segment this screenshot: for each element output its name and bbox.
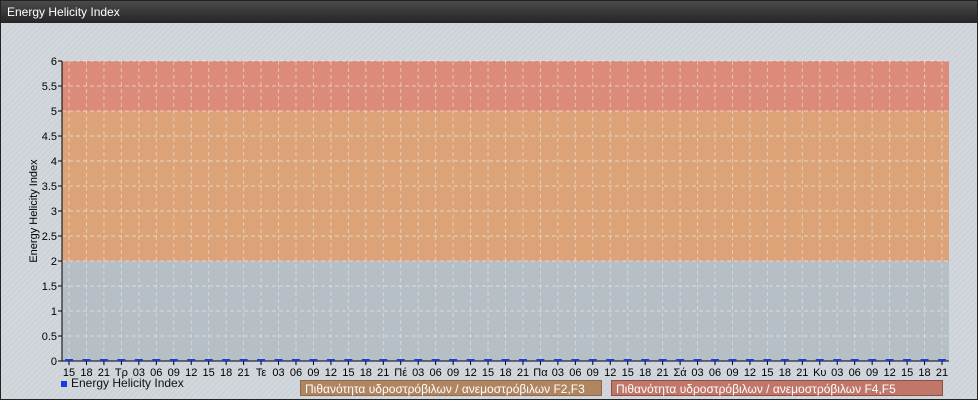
series-color-swatch [61,380,67,387]
chart: 0 0.5 1 1.5 2 2.5 3 3.5 4 4.5 5 5.5 6 15 18 21 Τρ 03 06 09 1… [28,56,949,379]
x-tick-label: Πα [533,367,548,379]
x-tick-label: 21 [657,367,669,379]
x-tick-label: 09 [307,367,319,379]
y-tick-label: 2.5 [42,231,57,243]
x-tick-label: 21 [936,367,948,379]
x-tick-label: 06 [709,367,721,379]
x-tick-label: 03 [831,367,843,379]
x-tick-label: 03 [412,367,424,379]
y-tick-label: 3.5 [42,181,57,193]
x-tick-label: 12 [883,367,895,379]
y-tick-label: 5 [51,106,57,118]
x-tick-label: 21 [796,367,808,379]
x-tick-label: 12 [464,367,476,379]
x-tick-label: 18 [918,367,930,379]
x-tick-label: Τε [256,367,267,379]
y-tick-label: 5.5 [42,81,57,93]
x-tick-label: 21 [377,367,389,379]
y-tick-label: 0 [51,356,57,368]
y-tick-label: 1.5 [42,281,57,293]
x-tick-label: 18 [360,367,372,379]
series-legend[interactable]: Energy Helicity Index [61,376,184,390]
x-tick-label: 15 [901,367,913,379]
x-tick-label: Κυ [813,367,826,379]
x-tick-label: 15 [761,367,773,379]
x-tick-label: 03 [552,367,564,379]
y-tick-label: 6 [51,56,57,68]
x-tick-label: 06 [849,367,861,379]
window-title: Energy Helicity Index [1,1,977,23]
x-tick-label: 09 [587,367,599,379]
x-tick-label: 12 [604,367,616,379]
x-tick-label: 15 [622,367,634,379]
x-tick-label: 15 [63,367,75,379]
x-tick-label: 18 [80,367,92,379]
x-tick-label: 12 [744,367,756,379]
x-tick-label: 03 [133,367,145,379]
y-tick-label: 2 [51,256,57,268]
x-tick-label: 18 [639,367,651,379]
x-tick-label: 06 [569,367,581,379]
y-tick-label: 1 [51,306,57,318]
y-axis-label: Energy Helicity Index [28,159,40,263]
x-tick-label: 18 [220,367,232,379]
x-tick-label: 09 [447,367,459,379]
x-tick-label: 18 [499,367,511,379]
x-tick-label: 15 [342,367,354,379]
x-tick-label: 06 [150,367,162,379]
y-tick-label: 4 [51,156,57,168]
x-tick-label: 12 [325,367,337,379]
y-tick-label: 4.5 [42,131,57,143]
y-tick-label: 0.5 [42,331,57,343]
x-tick-label: 09 [866,367,878,379]
x-tick-label: 06 [290,367,302,379]
x-tick-label: 03 [691,367,703,379]
series-legend-label: Energy Helicity Index [71,376,184,390]
x-tick-label: Σά [674,367,688,379]
x-tick-label: 21 [517,367,529,379]
x-tick-label: 21 [98,367,110,379]
x-tick-label: Τρ [115,367,128,379]
x-tick-label: 09 [726,367,738,379]
x-tick-label: 15 [203,367,215,379]
x-tick-label: 12 [185,367,197,379]
band-legend-f2f3: Πιθανότητα υδροστρόβιλων / ανεμοστρόβιλω… [300,380,602,396]
y-tick-label: 3 [51,206,57,218]
x-tick-label: 18 [779,367,791,379]
band-legend-f4f5: Πιθανότητα υδροστρόβιλων / ανεμοστρόβιλω… [611,380,943,396]
x-tick-label: 06 [430,367,442,379]
x-tick-label: 15 [482,367,494,379]
x-tick-label: 21 [237,367,249,379]
x-tick-label: Πέ [394,367,407,379]
x-tick-label: 03 [272,367,284,379]
x-tick-label: 09 [168,367,180,379]
